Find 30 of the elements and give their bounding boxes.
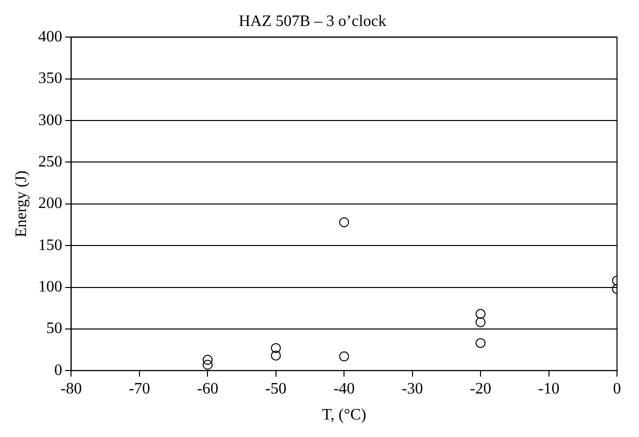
- x-tick-label: 0: [613, 380, 621, 398]
- x-tick-label: -10: [538, 380, 560, 398]
- point: [202, 354, 213, 365]
- y-tick-label: 150: [38, 236, 62, 254]
- x-tick-label: -60: [196, 380, 218, 398]
- x-tick-label: -30: [402, 380, 423, 398]
- x-tick-label: -40: [333, 380, 355, 398]
- y-tick-label: 350: [38, 70, 62, 88]
- y-tick-label: 300: [38, 112, 62, 129]
- y-tick-label: 200: [38, 195, 62, 212]
- point: [476, 317, 486, 328]
- y-tick-label: 50: [46, 320, 62, 338]
- x-tick-label: -20: [470, 380, 492, 398]
- point: [339, 351, 350, 362]
- point: [476, 338, 486, 348]
- x-tick-label: -80: [60, 380, 82, 398]
- y-axis-title: Energy (J): [12, 170, 30, 238]
- point: [270, 350, 281, 361]
- y-tick-label: 100: [38, 278, 62, 296]
- chart-title: HAZ 507B – 3 o’clock: [238, 12, 386, 30]
- y-tick-label: 0: [54, 362, 62, 379]
- point: [339, 217, 350, 228]
- y-tick-label: 250: [38, 153, 62, 170]
- point: [270, 343, 281, 354]
- point: [202, 360, 213, 370]
- x-axis-title: T, (°C): [322, 406, 366, 424]
- point: [476, 308, 486, 319]
- x-tick-label: -50: [265, 380, 287, 398]
- x-tick-label: -70: [128, 380, 150, 398]
- y-tick-label: 400: [38, 28, 62, 46]
